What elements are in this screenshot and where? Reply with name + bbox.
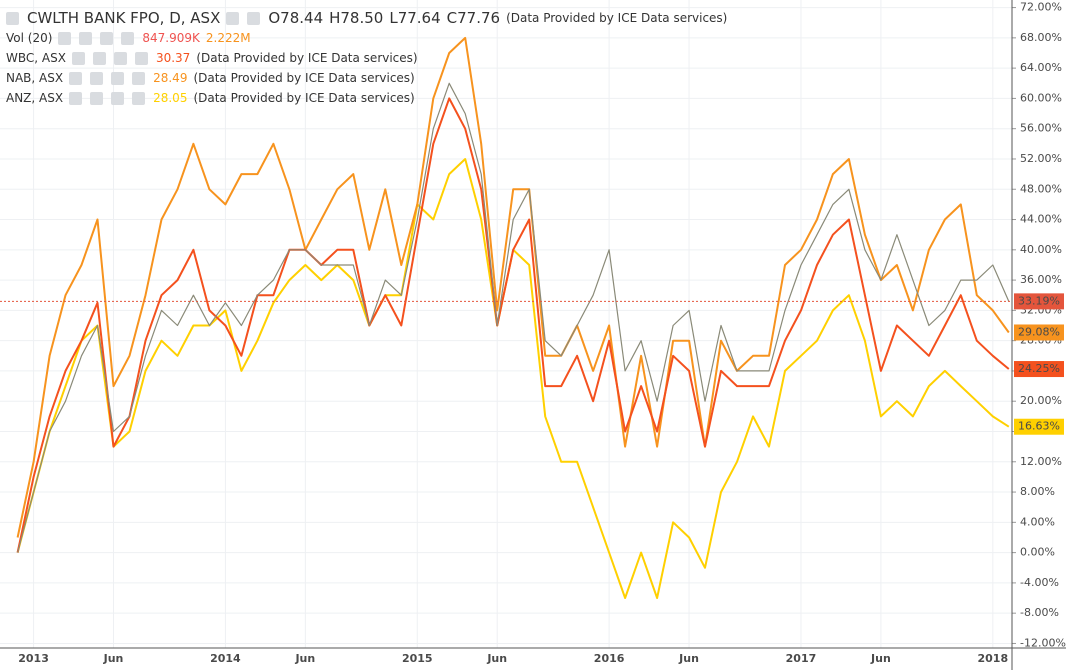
value-badge-label: 24.25% (1018, 362, 1060, 375)
x-tick-label: 2016 (594, 652, 625, 665)
settings-icon[interactable] (226, 11, 240, 25)
icon[interactable] (58, 31, 72, 45)
icon[interactable] (69, 71, 83, 85)
legend-row: ANZ, ASX 28.05 (Data Provided by ICE Data … (6, 88, 727, 108)
x-tick-label: Jun (486, 652, 507, 665)
icon[interactable] (111, 91, 125, 105)
price: 28.49 (153, 71, 188, 85)
icon[interactable] (90, 71, 104, 85)
value-badge (1014, 418, 1064, 435)
y-tick-label: 36.00% (1020, 273, 1062, 286)
plot-background (0, 0, 1012, 648)
icon[interactable] (92, 51, 106, 65)
icon[interactable] (132, 71, 146, 85)
source: (Data Provided by ICE Data services) (506, 11, 728, 25)
icon[interactable] (100, 31, 114, 45)
price: 28.05 (153, 91, 188, 105)
y-tick-label: 48.00% (1020, 182, 1062, 195)
y-tick-label: 44.00% (1020, 213, 1062, 226)
value-badge-label: 29.08% (1018, 325, 1060, 338)
source: (Data Provided by ICE Data services) (196, 51, 418, 65)
value-badge-label: 33.19% (1018, 294, 1060, 307)
y-tick-label: -8.00% (1020, 606, 1059, 619)
y-tick-label: 20.00% (1020, 394, 1062, 407)
series-name: WBC, ASX (6, 51, 66, 65)
series-line (16, 36, 1010, 538)
y-tick-label: 40.00% (1020, 243, 1062, 256)
y-tick-label: 0.00% (1020, 546, 1055, 559)
value-badge-label: 16.63% (1018, 420, 1060, 433)
legend: CWLTH BANK FPO, D, ASX O78.44 H78.50 L77… (6, 8, 727, 108)
icon[interactable] (90, 91, 104, 105)
source: (Data Provided by ICE Data services) (193, 71, 415, 85)
y-tick-label: 64.00% (1020, 61, 1062, 74)
y-tick-label: 52.00% (1020, 152, 1062, 165)
y-tick-label: 72.00% (1020, 1, 1062, 14)
y-tick-label: -12.00% (1020, 636, 1066, 649)
ohlc: O78.44 (268, 9, 324, 27)
y-tick-label: -4.00% (1020, 576, 1059, 589)
value-badge (1014, 324, 1064, 341)
volume-value: 2.222M (205, 31, 251, 45)
legend-row: CWLTH BANK FPO, D, ASX O78.44 H78.50 L77… (6, 8, 727, 28)
x-tick-label: Jun (678, 652, 699, 665)
y-tick-label: 68.00% (1020, 31, 1062, 44)
x-tick-label: 2014 (210, 652, 241, 665)
volume-value: 847.909K (142, 31, 200, 45)
y-tick-label: 4.00% (1020, 515, 1055, 528)
icon[interactable] (71, 51, 85, 65)
series-line (17, 82, 1010, 553)
icon[interactable] (113, 51, 127, 65)
legend-row: NAB, ASX 28.49 (Data Provided by ICE Data … (6, 68, 727, 88)
settings-icon[interactable] (247, 11, 261, 25)
y-tick-label: 12.00% (1020, 455, 1062, 468)
y-tick-label: 56.00% (1020, 122, 1062, 135)
ohlc: C77.76 (446, 9, 501, 27)
collapse-icon[interactable] (6, 11, 19, 25)
legend-row: Vol (20) 847.909K 2.222M (6, 28, 727, 48)
x-tick-label: 2018 (978, 652, 1009, 665)
x-tick-label: 2013 (18, 652, 49, 665)
ohlc: L77.64 (389, 9, 441, 27)
series-name: NAB, ASX (6, 71, 64, 85)
y-tick-label: 60.00% (1020, 91, 1062, 104)
x-tick-label: 2015 (402, 652, 433, 665)
x-tick-label: Jun (870, 652, 891, 665)
source: (Data Provided by ICE Data services) (193, 91, 415, 105)
x-tick-label: 2017 (786, 652, 817, 665)
icon[interactable] (69, 91, 83, 105)
series-name: CWLTH BANK FPO, D, ASX (27, 9, 221, 27)
icon[interactable] (132, 91, 146, 105)
value-badge (1014, 293, 1064, 310)
compare-legend: WBC, ASX 30.37 (Data Provided by ICE Data … (6, 48, 727, 108)
value-badge (1014, 361, 1064, 378)
x-tick-label: Jun (294, 652, 315, 665)
icon[interactable] (134, 51, 148, 65)
icon[interactable] (79, 31, 93, 45)
y-tick-label: 8.00% (1020, 485, 1055, 498)
icon[interactable] (121, 31, 135, 45)
icon[interactable] (111, 71, 125, 85)
legend-row: WBC, ASX 30.37 (Data Provided by ICE Data … (6, 48, 727, 68)
price: 30.37 (155, 51, 191, 65)
series-name: ANZ, ASX (6, 91, 64, 105)
series-line (16, 97, 1010, 553)
ohlc: H78.50 (329, 9, 384, 27)
volume-name: Vol (20) (6, 31, 53, 45)
x-tick-label: Jun (103, 652, 124, 665)
